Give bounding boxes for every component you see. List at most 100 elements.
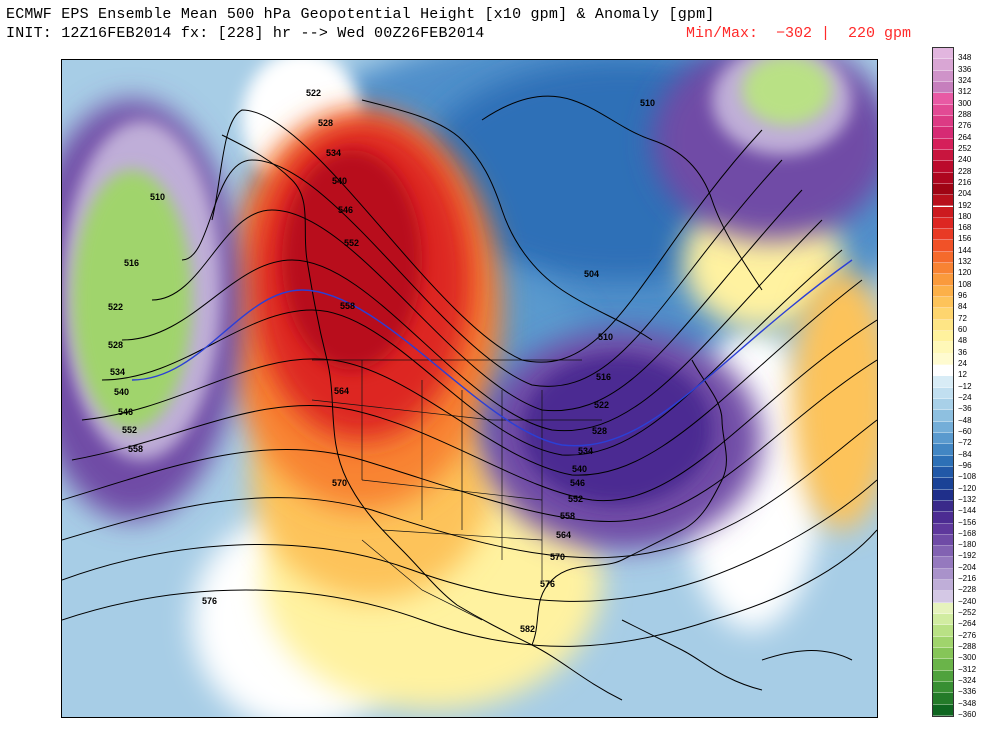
contour-label: 504 bbox=[584, 269, 599, 279]
colorbar-tick-label: −192 bbox=[958, 551, 977, 561]
contour-label: 558 bbox=[560, 511, 575, 521]
contour-label: 534 bbox=[110, 367, 125, 377]
colorbar-segment bbox=[933, 127, 953, 139]
colorbar-segment bbox=[933, 455, 953, 467]
height-contours bbox=[62, 109, 877, 647]
chart-title: ECMWF EPS Ensemble Mean 500 hPa Geopoten… bbox=[6, 6, 715, 23]
contour-label: 522 bbox=[594, 400, 609, 410]
colorbar-tick-label: −300 bbox=[958, 653, 977, 663]
colorbar-tick-label: 300 bbox=[958, 98, 972, 108]
colorbar-segment bbox=[933, 285, 953, 298]
colorbar-tick-label: 324 bbox=[958, 75, 972, 85]
contour-label: 510 bbox=[598, 332, 613, 342]
colorbar-segment bbox=[933, 376, 953, 388]
colorbar-segment bbox=[933, 704, 953, 716]
colorbar-segment bbox=[933, 387, 953, 399]
colorbar-tick-label: −72 bbox=[958, 438, 972, 448]
colorbar-segment bbox=[933, 512, 953, 524]
colorbar-segment bbox=[933, 138, 953, 150]
init-forecast-line: INIT: 12Z16FEB2014 fx: [228] hr --> Wed … bbox=[6, 25, 485, 42]
contour-label: 516 bbox=[124, 258, 139, 268]
anomaly-map: 510 516 522 528 534 540 546 552 558 564 … bbox=[61, 59, 878, 718]
colorbar-tick-label: −216 bbox=[958, 574, 977, 584]
anomaly-shading bbox=[62, 60, 877, 717]
colorbar-segment bbox=[933, 614, 953, 626]
colorbar-tick-label: 264 bbox=[958, 132, 972, 142]
colorbar-segment bbox=[933, 557, 953, 569]
colorbar-tick-label: 84 bbox=[958, 302, 967, 312]
contour-label: 540 bbox=[114, 387, 129, 397]
contour-label: 564 bbox=[334, 386, 349, 396]
colorbar-tick-label: 240 bbox=[958, 155, 972, 165]
colorbar-segment bbox=[933, 591, 953, 603]
colorbar-tick-label: −252 bbox=[958, 608, 977, 618]
colorbar-segment bbox=[933, 693, 953, 705]
colorbar-segment bbox=[933, 59, 953, 71]
colorbar-tick-label: 96 bbox=[958, 291, 967, 301]
colorbar-tick-label: 48 bbox=[958, 336, 967, 346]
map-canvas: 510 516 522 528 534 540 546 552 558 564 … bbox=[62, 60, 877, 717]
colorbar-tick-label: 204 bbox=[958, 189, 972, 199]
colorbar-segment bbox=[933, 93, 953, 105]
colorbar-segment bbox=[933, 489, 953, 501]
contour-label: 534 bbox=[578, 446, 593, 456]
contour-label: 558 bbox=[340, 301, 355, 311]
colorbar-tick-label: −156 bbox=[958, 517, 977, 527]
colorbar-tick-label: 348 bbox=[958, 53, 972, 63]
colorbar-tick-label: 156 bbox=[958, 234, 972, 244]
colorbar-segment bbox=[933, 183, 953, 196]
colorbar-segment bbox=[933, 444, 953, 456]
contour-label: 546 bbox=[118, 407, 133, 417]
colorbar-segment bbox=[933, 523, 953, 535]
colorbar-segment bbox=[933, 251, 953, 264]
colorbar-segment bbox=[933, 568, 953, 581]
colorbar-segment bbox=[933, 580, 953, 592]
colorbar-tick-label: 144 bbox=[958, 245, 972, 255]
colorbar-tick-label: 108 bbox=[958, 279, 972, 289]
contour-label: 510 bbox=[150, 192, 165, 202]
colorbar-segment bbox=[933, 365, 953, 377]
colorbar-tick-label: −24 bbox=[958, 392, 972, 402]
contour-label: 552 bbox=[344, 238, 359, 248]
colorbar-scale bbox=[932, 47, 954, 717]
colorbar-tick-label: 132 bbox=[958, 257, 972, 267]
contour-label: 576 bbox=[540, 579, 555, 589]
colorbar-tick-label: −360 bbox=[958, 710, 977, 719]
colorbar-tick-label: −324 bbox=[958, 676, 977, 686]
colorbar-segment bbox=[933, 319, 953, 332]
minmax-readout: Min/Max: −302 | 220 gpm bbox=[686, 25, 912, 42]
colorbar-segment bbox=[933, 263, 953, 275]
colorbar-segment bbox=[933, 240, 953, 252]
colorbar-tick-label: 36 bbox=[958, 347, 967, 357]
colorbar-tick-label: −144 bbox=[958, 506, 977, 516]
colorbar-tick-label: 180 bbox=[958, 211, 972, 221]
contour-label: 570 bbox=[550, 552, 565, 562]
colorbar-tick-label: 12 bbox=[958, 370, 967, 380]
colorbar-tick-label: 216 bbox=[958, 177, 972, 187]
contour-label: 546 bbox=[338, 205, 353, 215]
contour-label: 522 bbox=[108, 302, 123, 312]
colorbar-tick-label: 228 bbox=[958, 166, 972, 176]
colorbar-tick-label: 24 bbox=[958, 359, 967, 369]
colorbar-segment bbox=[933, 48, 953, 60]
colorbar-segment bbox=[933, 466, 953, 479]
colorbar: 348 336 324 312 300 288 276 264 252 240 228 216 204 1… bbox=[932, 47, 1004, 719]
colorbar-tick-label: 312 bbox=[958, 87, 972, 97]
colorbar-tick-label: −36 bbox=[958, 404, 972, 414]
colorbar-tick-label: −180 bbox=[958, 540, 977, 550]
colorbar-segment bbox=[933, 478, 953, 490]
coastlines bbox=[221, 95, 853, 701]
colorbar-segment bbox=[933, 81, 953, 94]
colorbar-tick-label: −48 bbox=[958, 415, 972, 425]
colorbar-segment bbox=[933, 149, 953, 162]
colorbar-tick-label: −60 bbox=[958, 426, 972, 436]
contour-label: 546 bbox=[570, 478, 585, 488]
colorbar-segment bbox=[933, 410, 953, 422]
colorbar-segment bbox=[933, 115, 953, 128]
colorbar-segment bbox=[933, 172, 953, 184]
contour-label: 558 bbox=[128, 444, 143, 454]
colorbar-segment bbox=[933, 274, 953, 286]
colorbar-segment bbox=[933, 421, 953, 433]
colorbar-tick-label: 60 bbox=[958, 325, 967, 335]
colorbar-segment bbox=[933, 229, 953, 241]
